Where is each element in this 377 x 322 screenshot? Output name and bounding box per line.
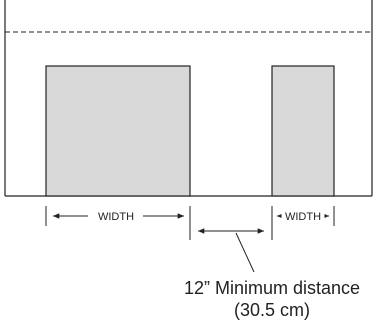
width-label-left: WIDTH bbox=[98, 211, 134, 223]
leader-line bbox=[235, 232, 255, 273]
minimum-distance-label: 12” Minimum distance bbox=[184, 278, 360, 298]
width-label-right: WIDTH bbox=[285, 211, 321, 223]
right-panel bbox=[271, 65, 335, 197]
width-dimension-right: WIDTH bbox=[271, 206, 335, 240]
width-dimension-left: WIDTH bbox=[45, 206, 191, 240]
minimum-distance-metric-label: (30.5 cm) bbox=[234, 300, 310, 320]
minimum-distance-dimension: 12” Minimum distance (30.5 cm) bbox=[184, 228, 360, 320]
left-panel bbox=[45, 65, 191, 197]
